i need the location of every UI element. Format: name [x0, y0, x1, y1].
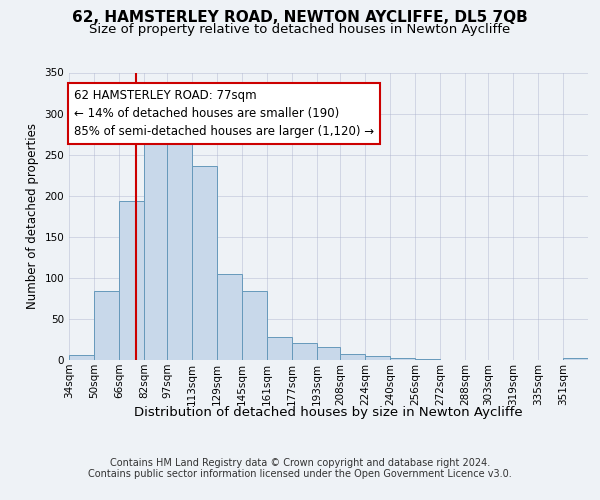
Text: Size of property relative to detached houses in Newton Aycliffe: Size of property relative to detached ho…	[89, 22, 511, 36]
Bar	[119, 200, 144, 360]
Bar	[390, 358, 415, 360]
Bar	[192, 166, 217, 360]
Y-axis label: Number of detached properties: Number of detached properties	[26, 123, 39, 309]
Bar	[317, 347, 340, 360]
Bar	[267, 337, 292, 360]
Text: 62, HAMSTERLEY ROAD, NEWTON AYCLIFFE, DL5 7QB: 62, HAMSTERLEY ROAD, NEWTON AYCLIFFE, DL…	[72, 10, 528, 25]
Bar	[415, 359, 440, 360]
Text: Distribution of detached houses by size in Newton Aycliffe: Distribution of detached houses by size …	[134, 406, 523, 419]
Bar	[69, 355, 94, 360]
Bar	[167, 142, 192, 360]
Bar	[292, 343, 317, 360]
Bar	[94, 291, 119, 360]
Bar	[144, 134, 167, 360]
Bar	[563, 358, 588, 360]
Text: Contains public sector information licensed under the Open Government Licence v3: Contains public sector information licen…	[88, 469, 512, 479]
Bar	[242, 291, 267, 360]
Bar	[340, 354, 365, 360]
Text: Contains HM Land Registry data © Crown copyright and database right 2024.: Contains HM Land Registry data © Crown c…	[110, 458, 490, 468]
Bar	[217, 274, 242, 360]
Text: 62 HAMSTERLEY ROAD: 77sqm
← 14% of detached houses are smaller (190)
85% of semi: 62 HAMSTERLEY ROAD: 77sqm ← 14% of detac…	[74, 89, 374, 138]
Bar	[365, 356, 390, 360]
